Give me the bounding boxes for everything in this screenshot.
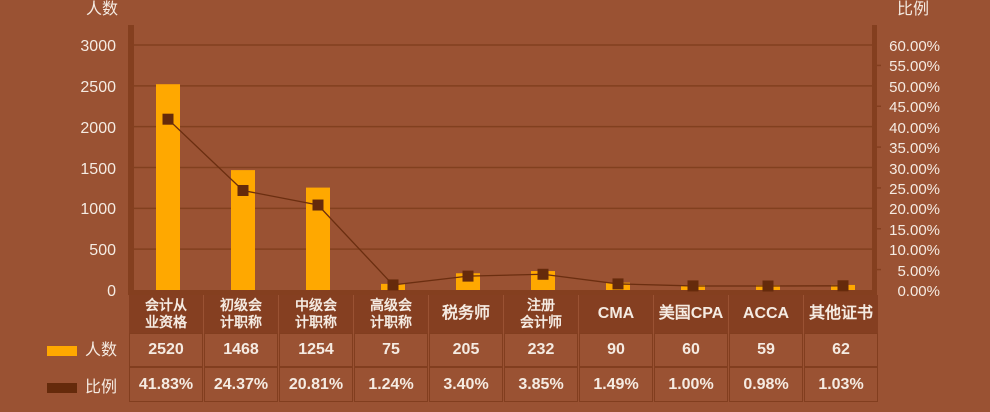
left-axis-tick-label: 1000 [80,201,116,219]
category-label: 计职称 [220,314,262,330]
count-cell: 205 [429,333,503,367]
left-axis-line [128,25,134,295]
category-label: CMA [597,305,635,322]
ratio-marker-square-icon [537,268,549,280]
right-axis-tick-label: 50.00% [889,78,940,96]
ratio-marker-square-icon [687,280,699,292]
ratio-marker-square-icon [762,280,774,292]
right-axis-title: 比例 [897,1,930,18]
left-axis-tick-label: 1500 [80,160,116,178]
category-label: 会计从 [145,297,187,313]
category-label: ACCA [742,305,790,322]
ratio-cell: 1.49% [579,367,653,402]
ratio-cell: 41.83% [129,367,203,402]
left-axis-tick-label: 500 [89,242,116,260]
left-axis-tick-label: 0 [107,283,116,300]
ratio-cell: 20.81% [279,367,353,402]
count-cell: 90 [579,333,653,367]
table-header-cell: 初级会 计职称 [204,295,278,333]
ratio-marker-square-icon [837,280,849,292]
ratio-cell: 1.03% [804,367,878,402]
table-header-cell: CMA [579,295,653,333]
right-axis-tick-label: 35.00% [889,140,940,158]
count-cell: 59 [729,333,803,367]
left-axis-title: 人数 [86,1,119,18]
count-cell: 1468 [204,333,278,367]
right-axis-tick-label: 40.00% [889,119,940,137]
table-header-cell: ACCA [729,295,803,333]
count-cell: 2520 [129,333,203,367]
left-axis-tick-label: 2000 [80,119,116,137]
ratio-cell: 3.40% [429,367,503,402]
table-header-cell: 中级会 计职称 [279,295,353,333]
category-label: 中级会 [295,297,337,313]
ratio-cell: 3.85% [504,367,578,402]
count-cell: 62 [804,333,878,367]
right-axis-tick-label: 15.00% [889,221,940,239]
category-label: 其他证书 [808,305,873,322]
category-label: 税务师 [441,305,490,322]
ratio-cell: 1.00% [654,367,728,402]
table-header-cell: 美国CPA [654,295,728,333]
table-header-cell: 税务师 [429,295,503,333]
right-axis-tick-label: 0.00% [897,283,940,300]
ratio-marker-square-icon [387,279,399,291]
line-marker-swatch-icon [47,383,77,393]
right-axis-tick-label: 55.00% [889,58,940,76]
ratio-cell: 1.24% [354,367,428,402]
left-axis-tick-label: 3000 [80,38,116,55]
ratio-marker-square-icon [162,113,174,125]
count-cell: 232 [504,333,578,367]
ratio-cell: 0.98% [729,367,803,402]
category-label: 初级会 [220,297,262,313]
table-header-cell: 会计从 业资格 [129,295,203,333]
ratio-marker-square-icon [312,199,324,211]
category-label: 美国CPA [658,305,724,322]
count-cell: 1254 [279,333,353,367]
category-label: 计职称 [295,314,337,330]
category-label: 业资格 [145,314,187,330]
category-label: 注册 [527,297,555,313]
bar-swatch-icon [47,346,77,356]
right-axis-tick-label: 5.00% [897,262,940,280]
right-axis-tick-label: 25.00% [889,180,940,198]
table-header-cell: 高级会 计职称 [354,295,428,333]
category-label: 计职称 [370,314,412,330]
table-header-cell: 注册 会计师 [504,295,578,333]
count-cell: 60 [654,333,728,367]
category-label: 高级会 [370,297,412,313]
ratio-marker-square-icon [237,184,249,196]
right-axis-tick-label: 30.00% [889,160,940,178]
right-axis-tick-label: 60.00% [889,38,940,55]
right-axis-tick-label: 45.00% [889,99,940,117]
category-label: 会计师 [520,314,562,330]
bar-6 [531,271,555,290]
ratio-cell: 24.37% [204,367,278,402]
left-axis-tick-label: 2500 [80,78,116,96]
x-axis-line [128,290,877,295]
right-axis-line [872,25,877,295]
right-axis-tick-label: 20.00% [889,201,940,219]
legend-label: 比例 [85,379,118,396]
table-header-cell: 其他证书 [804,295,878,333]
legend-label: 人数 [85,342,118,359]
count-cell: 75 [354,333,428,367]
plot-area [128,25,881,295]
ratio-line [167,118,844,287]
ratio-marker-square-icon [462,270,474,282]
ratio-marker-square-icon [612,278,624,290]
right-axis-tick-label: 10.00% [889,242,940,260]
